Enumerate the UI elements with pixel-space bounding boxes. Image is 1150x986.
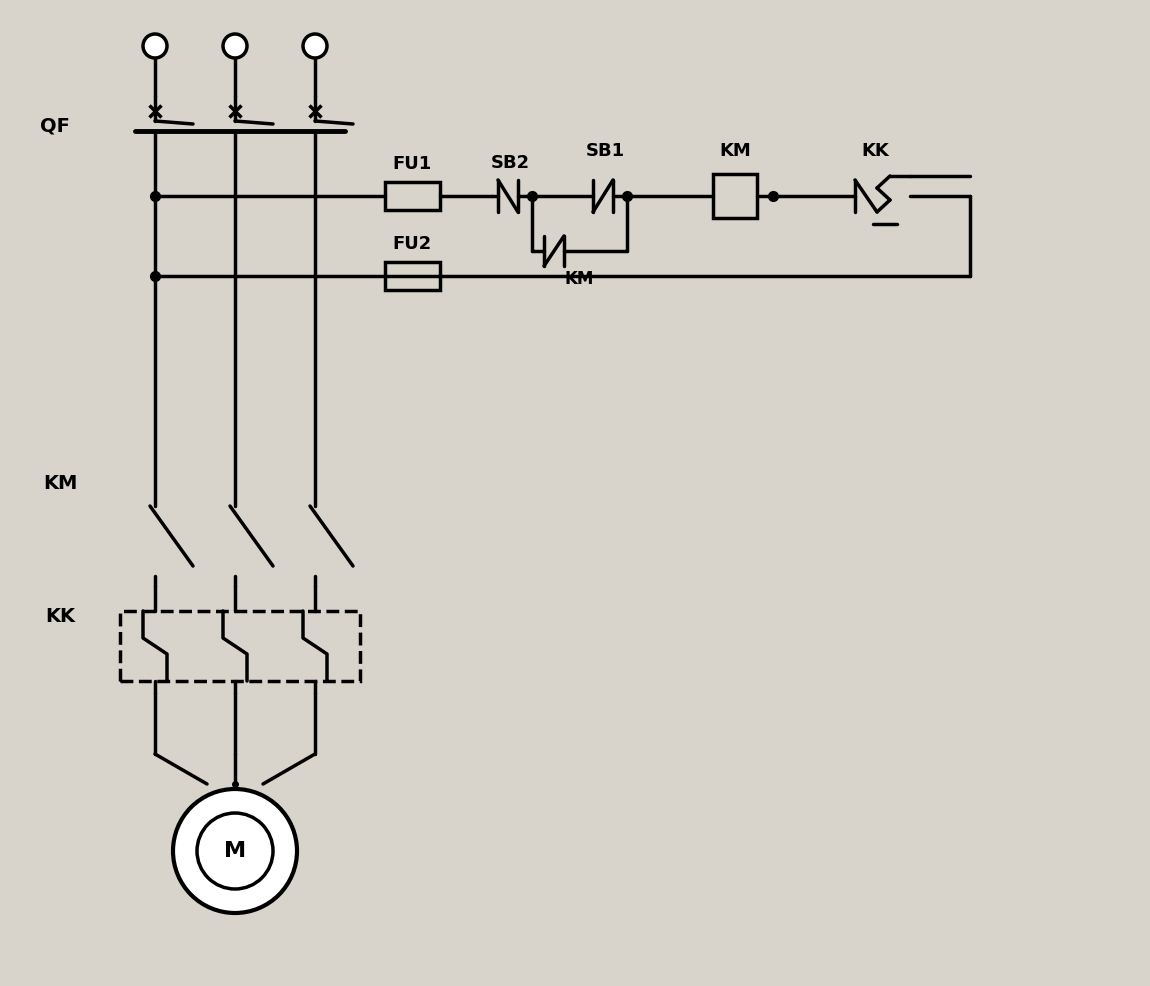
Text: SB2: SB2 — [490, 154, 529, 172]
Circle shape — [302, 34, 327, 58]
Text: KK: KK — [45, 606, 75, 625]
Text: KK: KK — [861, 142, 889, 160]
Text: QF: QF — [40, 116, 70, 135]
Text: FU1: FU1 — [393, 155, 432, 173]
Text: KM: KM — [43, 474, 77, 494]
Bar — [713, 174, 757, 218]
Circle shape — [172, 789, 297, 913]
Text: KM: KM — [719, 142, 751, 160]
Bar — [120, 611, 360, 681]
Circle shape — [143, 34, 167, 58]
Text: KM: KM — [565, 270, 595, 288]
Text: SB1: SB1 — [585, 142, 624, 160]
Bar — [385, 182, 440, 210]
Text: M: M — [224, 841, 246, 861]
Bar — [385, 262, 440, 290]
Circle shape — [223, 34, 247, 58]
Text: FU2: FU2 — [393, 235, 432, 253]
